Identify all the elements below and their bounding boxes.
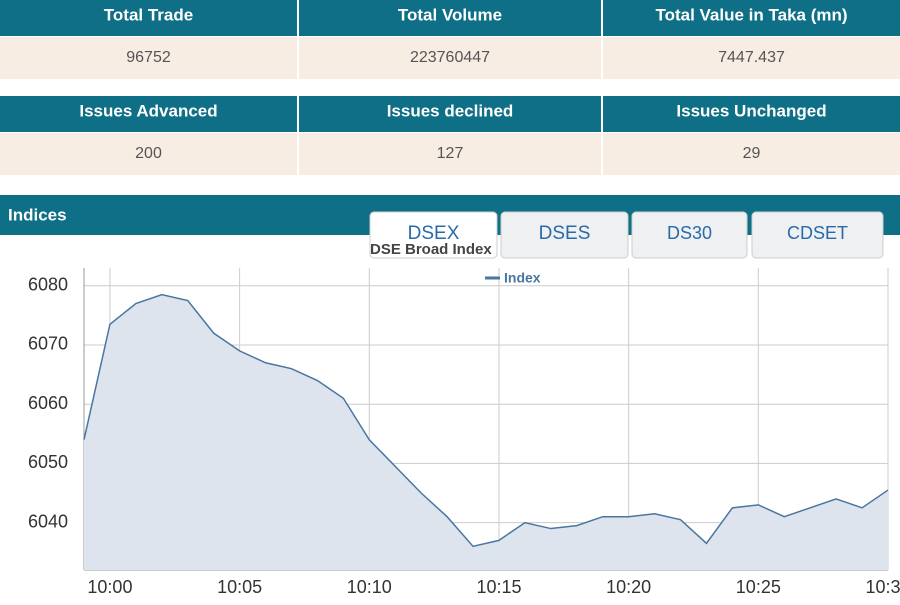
header-text: Issues declined: [387, 101, 514, 120]
value-cell: [0, 133, 297, 175]
header-cell: [299, 96, 601, 132]
value-cell: [0, 37, 297, 79]
value-cell: [603, 37, 900, 79]
tab-label[interactable]: DSES: [539, 223, 591, 244]
value-text: 200: [135, 145, 162, 162]
value-cell: [603, 133, 900, 175]
legend-label: Index: [504, 270, 541, 286]
header-text: Total Volume: [398, 5, 502, 24]
area: [84, 294, 888, 570]
tab[interactable]: [751, 211, 884, 259]
header-cell: [603, 0, 900, 36]
line: [83, 293, 889, 548]
header-cell: [299, 0, 601, 36]
x-tick-label: 10:20: [606, 577, 651, 597]
tab-label[interactable]: CDSET: [787, 223, 848, 243]
y-tick-label: 6060: [28, 393, 68, 413]
x-tick-label: 10:25: [736, 577, 781, 597]
x-tick-label: 10:00: [87, 577, 132, 597]
y-tick-label: 6070: [28, 334, 68, 354]
tab[interactable]: [369, 211, 498, 259]
value-text: 29: [743, 145, 761, 162]
x-tick-label: 10:15: [476, 577, 521, 597]
header-text: Total Value in Taka (mn): [655, 5, 847, 24]
value-text: 7447.437: [718, 49, 785, 66]
chart-title-over: DSE Broad Index: [370, 241, 492, 258]
value-cell: [299, 37, 601, 79]
y-tick-label: 6040: [28, 511, 68, 531]
value-text: 127: [437, 145, 464, 162]
tab[interactable]: [500, 211, 629, 259]
tab[interactable]: [631, 211, 748, 259]
tab-label[interactable]: DSEX: [408, 223, 460, 244]
y-tick-label: 6050: [28, 452, 68, 472]
x-tick-label: 10:10: [347, 577, 392, 597]
section-title: Indices: [8, 205, 67, 224]
x-tick-label: 10:30: [865, 577, 900, 597]
value-text: 223760447: [410, 49, 490, 66]
header-text: Issues Unchanged: [676, 101, 826, 120]
value-cell: [299, 133, 601, 175]
header-cell: [0, 0, 297, 36]
y-tick-label: 6080: [28, 275, 68, 295]
tab-label[interactable]: DS30: [667, 223, 712, 243]
header-text: Issues Advanced: [79, 101, 217, 120]
header-cell: [0, 96, 297, 132]
header-cell: [603, 96, 900, 132]
x-tick-label: 10:05: [217, 577, 262, 597]
value-text: 96752: [126, 49, 171, 66]
header-text: Total Trade: [104, 5, 193, 24]
